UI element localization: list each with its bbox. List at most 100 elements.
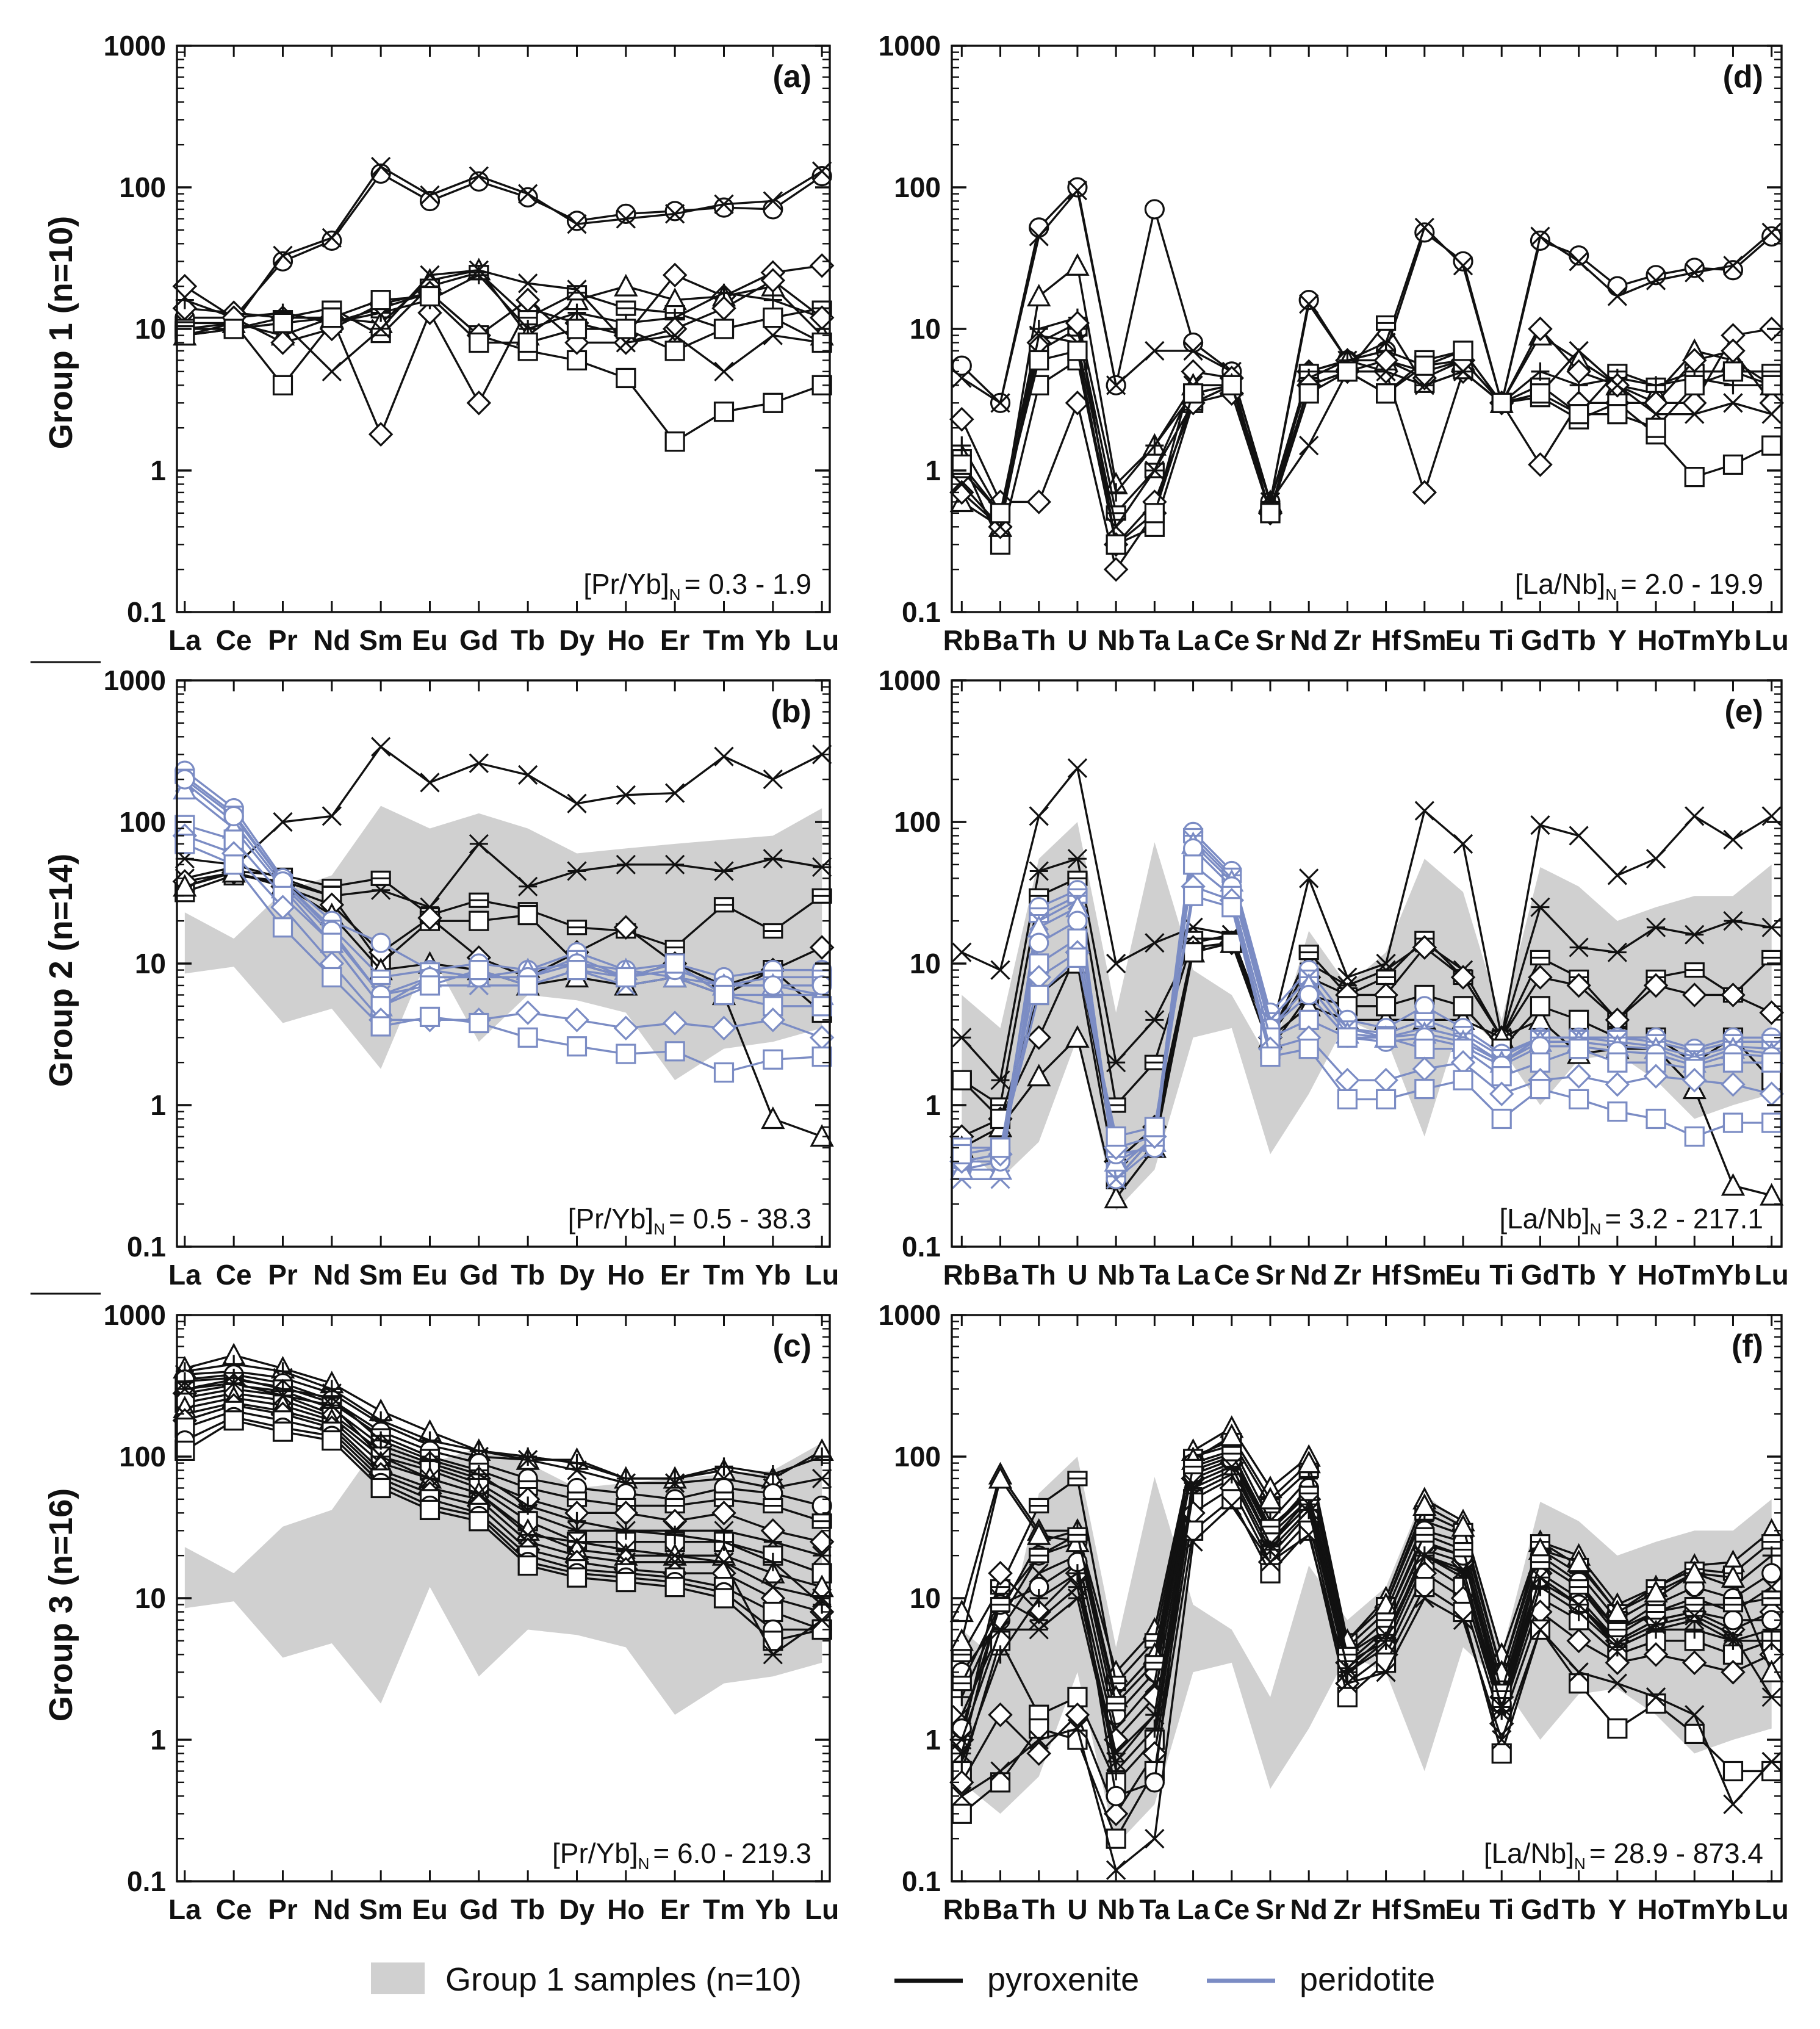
x-tick-label-Lu: Lu bbox=[805, 624, 839, 656]
x-tick-label-Hf: Hf bbox=[1371, 1259, 1401, 1291]
y-tick-label: 1 bbox=[925, 1089, 941, 1121]
data-point-g10-Eu bbox=[1453, 1601, 1473, 1623]
x-tick-label-Ho: Ho bbox=[1637, 1894, 1674, 1925]
data-point-g15-Gd bbox=[1530, 1554, 1551, 1570]
x-tick-label-Nd: Nd bbox=[313, 624, 350, 656]
data-point-d10-Zr bbox=[1337, 361, 1358, 382]
data-point-f8-Ti-shape bbox=[1491, 1108, 1512, 1130]
data-point-g10-Eu-shape bbox=[1453, 1601, 1473, 1623]
y-tick-label: 1000 bbox=[879, 30, 941, 62]
data-point-p2-Dy bbox=[567, 861, 587, 881]
x-tick-label-Yb: Yb bbox=[755, 1894, 791, 1925]
panel-label: (a) bbox=[772, 59, 811, 95]
data-point-f8-Th bbox=[1029, 984, 1049, 1006]
x-tick-label-Lu: Lu bbox=[805, 1259, 839, 1291]
data-point-s4-Yb-shape bbox=[763, 392, 783, 413]
y-tick-label: 0.1 bbox=[127, 1865, 166, 1897]
data-point-q8-Sm-shape bbox=[370, 1016, 391, 1037]
data-point-s9-Gd-stroke-b bbox=[469, 260, 489, 280]
data-point-e3-Hf bbox=[1376, 969, 1397, 986]
data-point-c14-Sm-shape bbox=[370, 1477, 391, 1499]
data-point-f8-Ta bbox=[1144, 1117, 1165, 1137]
data-point-s1-Yb-shape bbox=[763, 199, 783, 220]
ratio-annotation: [Pr/Yb]N = 0.5 - 38.3 bbox=[568, 1203, 811, 1238]
data-point-g15-Eu bbox=[1453, 1541, 1473, 1558]
data-point-d10-Ho-shape bbox=[1646, 417, 1666, 438]
data-point-q8-Ho bbox=[616, 1043, 636, 1064]
data-point-s9-Dy-stroke-b bbox=[567, 279, 587, 300]
data-point-e1-Sm bbox=[1414, 801, 1434, 821]
data-point-s3-Eu bbox=[417, 300, 442, 325]
data-point-c14-Gd bbox=[469, 1511, 489, 1532]
data-point-d10-Tm-shape bbox=[1684, 375, 1705, 395]
data-point-g15-Yb bbox=[1722, 1597, 1744, 1613]
data-point-c14-Eu-shape bbox=[419, 1499, 441, 1521]
data-point-s2-Lu-stroke-b bbox=[812, 161, 832, 181]
data-point-c14-Ho-shape bbox=[616, 1571, 636, 1593]
data-point-e6-Gd bbox=[1530, 996, 1551, 1017]
data-point-s9-Tm bbox=[714, 361, 734, 381]
data-point-p1-Nd bbox=[322, 806, 342, 826]
data-point-q8-Nd bbox=[322, 967, 342, 988]
data-point-p1-Gd bbox=[469, 753, 489, 773]
x-tick-label-Sr: Sr bbox=[1256, 1259, 1286, 1291]
data-point-f6-Hf-shape bbox=[1376, 1027, 1397, 1048]
data-point-q7-Dy bbox=[564, 1007, 589, 1033]
data-point-s8-Yb-shape bbox=[760, 268, 786, 293]
x-tick-label-Gd: Gd bbox=[459, 1259, 498, 1291]
data-point-q8-Gd bbox=[469, 1012, 489, 1034]
data-point-e6-Rb-shape bbox=[951, 1070, 972, 1090]
data-point-g15-Nb bbox=[1106, 1696, 1126, 1712]
data-point-d10-Tb bbox=[1569, 404, 1589, 425]
data-point-c14-Sm bbox=[370, 1477, 391, 1499]
data-point-e1-Ho bbox=[1646, 849, 1666, 869]
data-point-q8-Pr bbox=[272, 917, 293, 938]
data-point-d1-Ta bbox=[1144, 199, 1165, 220]
x-tick-label-U: U bbox=[1067, 624, 1087, 656]
data-point-f8-Eu-shape bbox=[1453, 1070, 1473, 1090]
data-point-p1-Ho bbox=[616, 785, 636, 805]
data-point-f8-Zr bbox=[1337, 1089, 1358, 1109]
data-point-e6-Rb bbox=[951, 1070, 972, 1090]
data-point-q5-Yb bbox=[763, 975, 783, 996]
x-tick-label-Rb: Rb bbox=[943, 1259, 980, 1291]
data-point-s10-Eu bbox=[419, 286, 441, 307]
data-point-d10-Sr-shape bbox=[1260, 503, 1281, 524]
data-point-q6-Eu-shape bbox=[419, 975, 441, 996]
data-point-s10-Sm-shape bbox=[370, 290, 391, 311]
data-point-q8-Gd-shape bbox=[469, 1012, 489, 1034]
data-point-d4-Tm bbox=[1684, 467, 1705, 488]
data-point-p1-Tm bbox=[714, 746, 734, 766]
data-point-e1-Yb bbox=[1723, 829, 1743, 850]
data-point-f5-Th-shape bbox=[1029, 932, 1049, 953]
data-point-f7-Hf bbox=[1373, 1067, 1398, 1093]
data-point-d10-Gd bbox=[1530, 383, 1551, 404]
data-point-q7-Tb-shape bbox=[515, 1000, 541, 1025]
data-point-e6-Eu bbox=[1453, 996, 1473, 1017]
data-point-d10-Yb bbox=[1722, 361, 1744, 382]
data-point-p2-Ho bbox=[616, 854, 636, 874]
data-point-d10-Ba-shape bbox=[990, 503, 1011, 524]
data-point-q8-Dy-shape bbox=[566, 1036, 588, 1057]
data-point-g10-Th bbox=[1029, 1718, 1049, 1739]
data-point-s10-Yb-shape bbox=[763, 308, 783, 328]
data-point-s2-Eu bbox=[420, 185, 440, 206]
data-point-q8-Yb bbox=[763, 1049, 783, 1070]
data-point-d10-Hf bbox=[1376, 383, 1397, 404]
x-tick-label-Ba: Ba bbox=[982, 1894, 1018, 1925]
data-point-f8-Ce-shape bbox=[1221, 897, 1242, 918]
data-point-c14-Ce bbox=[223, 1410, 244, 1431]
x-tick-label-La: La bbox=[168, 1259, 201, 1291]
data-point-e6-Ce-shape bbox=[1221, 932, 1242, 953]
data-point-e5-Yb bbox=[1721, 1173, 1746, 1196]
series-p1 bbox=[174, 737, 832, 888]
data-point-e3-Nd bbox=[1298, 945, 1319, 960]
y-tick-label: 0.1 bbox=[127, 596, 166, 628]
data-point-f8-Th-shape bbox=[1029, 984, 1049, 1006]
ratio-subscript: N bbox=[1590, 1220, 1602, 1238]
data-point-d6-Hf bbox=[1376, 315, 1397, 331]
data-point-d10-Sr bbox=[1260, 503, 1281, 524]
data-point-s1-Tm-shape bbox=[713, 197, 735, 218]
y-tick-label: 100 bbox=[119, 1441, 166, 1472]
